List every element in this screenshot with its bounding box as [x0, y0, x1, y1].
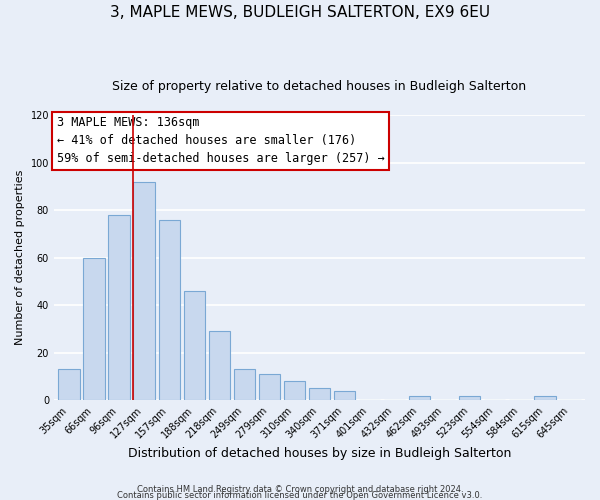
Bar — [109, 215, 130, 400]
Bar — [534, 396, 556, 400]
Bar — [83, 258, 104, 400]
Text: 3 MAPLE MEWS: 136sqm
← 41% of detached houses are smaller (176)
59% of semi-deta: 3 MAPLE MEWS: 136sqm ← 41% of detached h… — [56, 116, 385, 166]
Text: 3, MAPLE MEWS, BUDLEIGH SALTERTON, EX9 6EU: 3, MAPLE MEWS, BUDLEIGH SALTERTON, EX9 6… — [110, 5, 490, 20]
Bar — [284, 382, 305, 400]
Bar — [459, 396, 481, 400]
Bar — [233, 370, 255, 400]
Title: Size of property relative to detached houses in Budleigh Salterton: Size of property relative to detached ho… — [112, 80, 527, 93]
Text: Contains public sector information licensed under the Open Government Licence v3: Contains public sector information licen… — [118, 490, 482, 500]
Bar — [133, 182, 155, 400]
Bar — [259, 374, 280, 400]
Y-axis label: Number of detached properties: Number of detached properties — [15, 170, 25, 346]
Bar — [158, 220, 180, 400]
X-axis label: Distribution of detached houses by size in Budleigh Salterton: Distribution of detached houses by size … — [128, 447, 511, 460]
Bar — [334, 391, 355, 400]
Bar — [58, 370, 80, 400]
Bar — [409, 396, 430, 400]
Bar — [309, 388, 330, 400]
Bar — [209, 332, 230, 400]
Bar — [184, 291, 205, 401]
Text: Contains HM Land Registry data © Crown copyright and database right 2024.: Contains HM Land Registry data © Crown c… — [137, 485, 463, 494]
